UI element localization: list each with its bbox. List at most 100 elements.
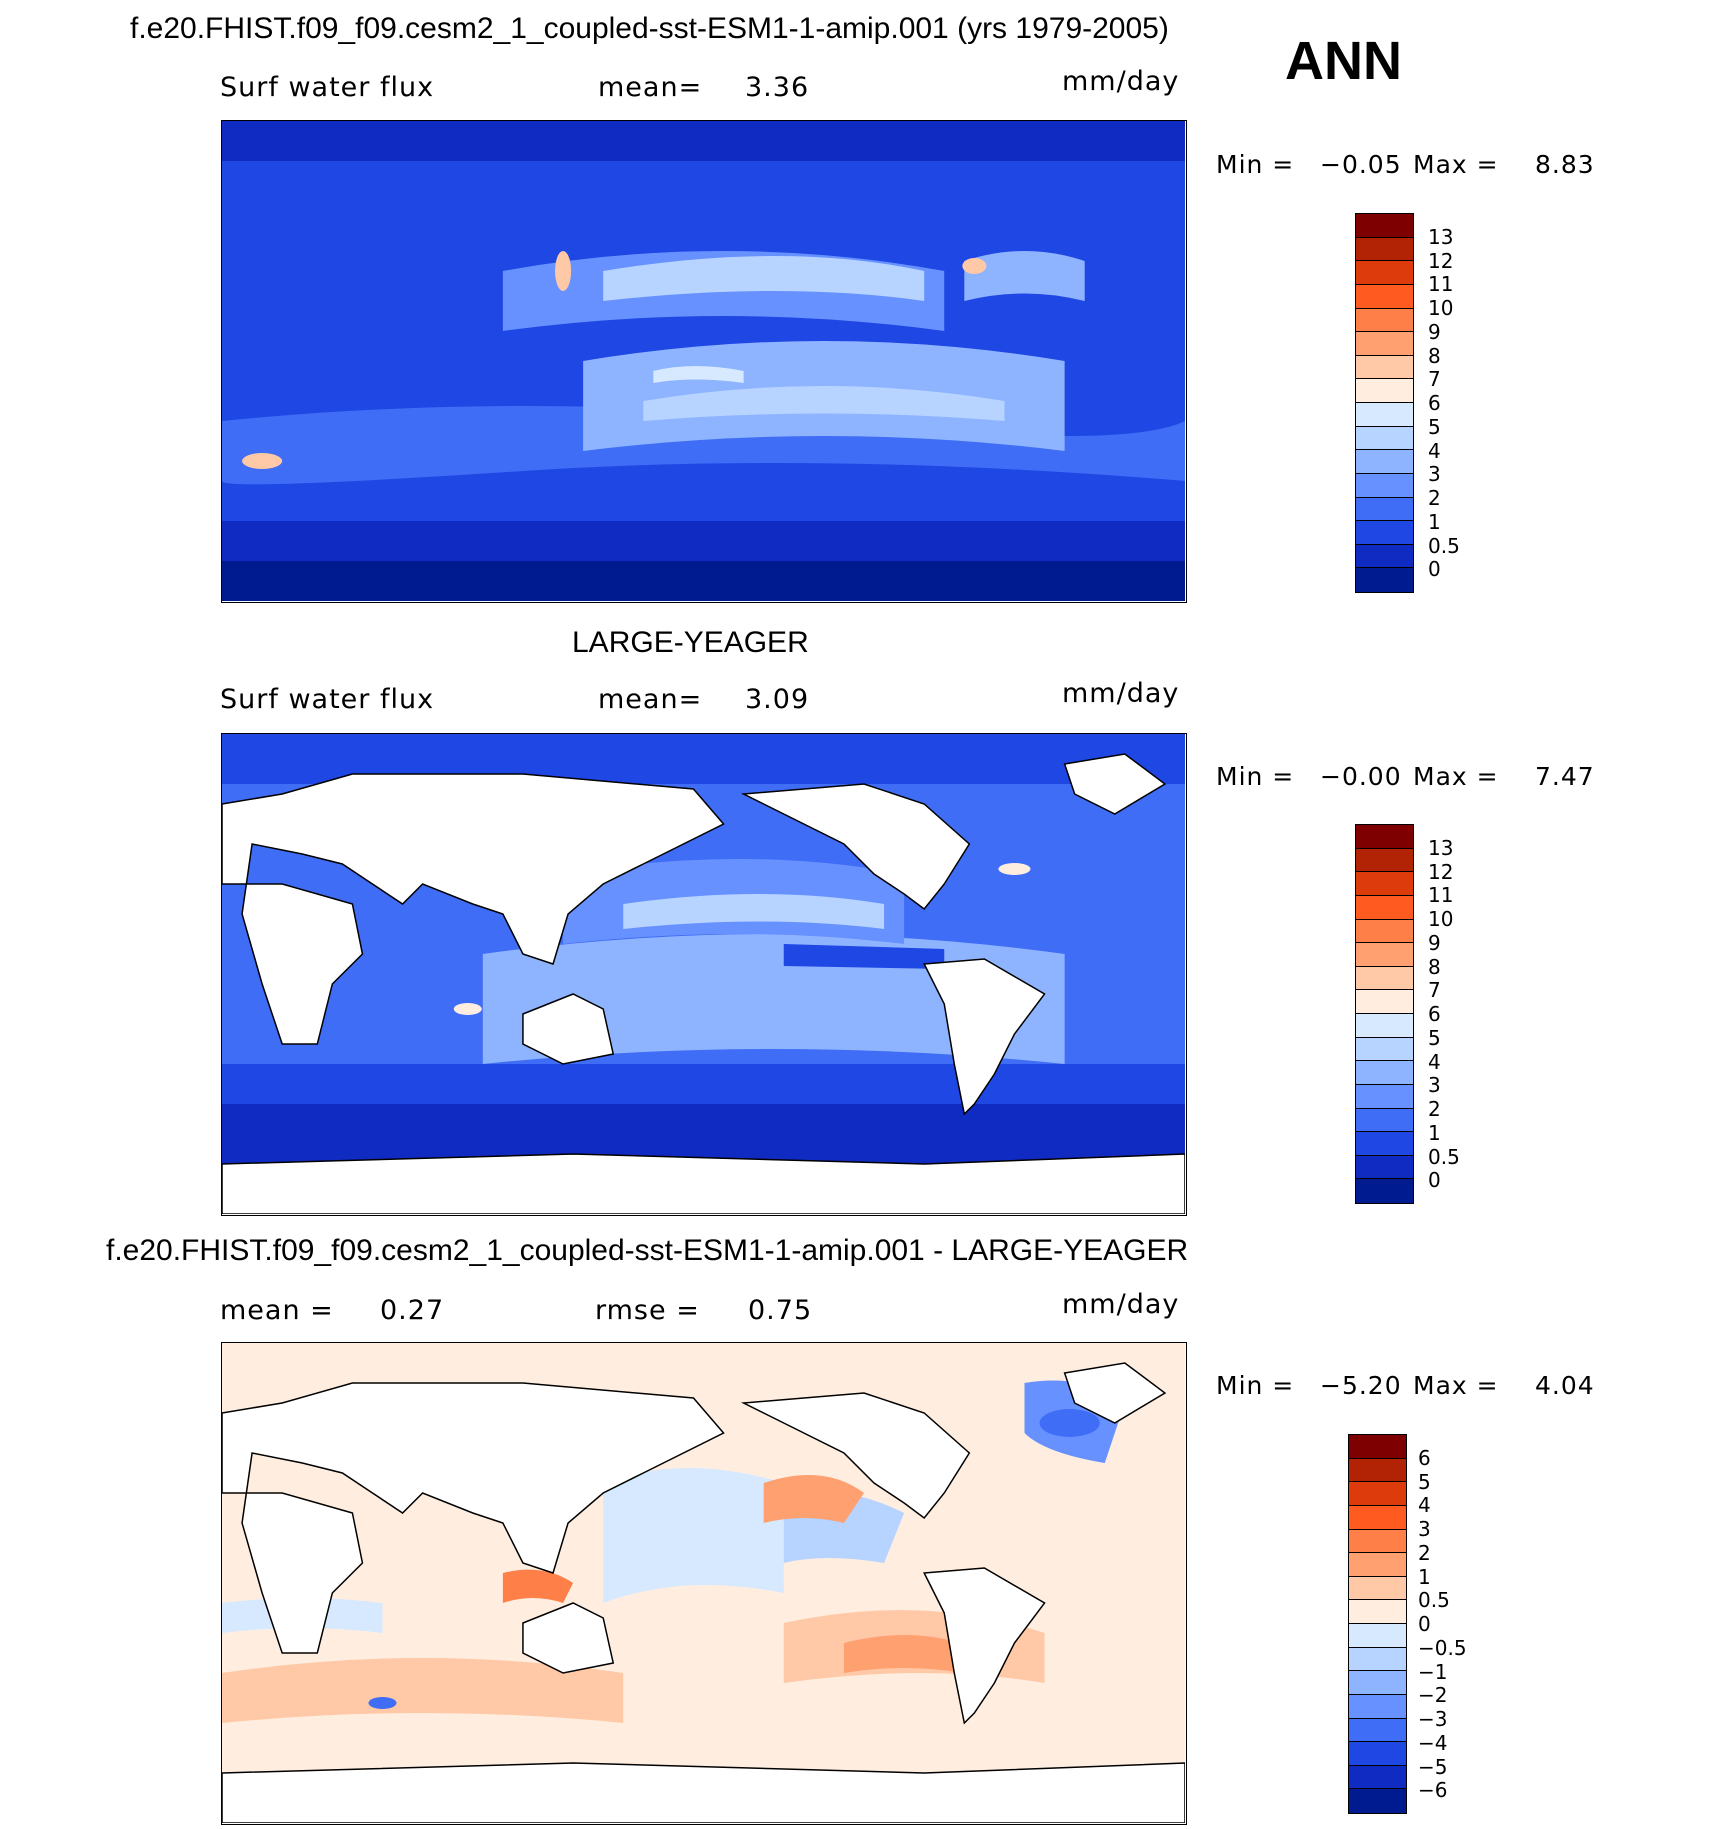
colorbar-tick-label: 2 (1428, 1097, 1441, 1121)
colorbar-tick-label: 11 (1428, 272, 1454, 297)
panel2-title: LARGE-YEAGER (572, 626, 809, 659)
colorbar-segment (1356, 403, 1413, 427)
colorbar-segment (1349, 1576, 1406, 1601)
colorbar-tick-label: 4 (1428, 438, 1441, 463)
colorbar-segment (1356, 426, 1413, 451)
panel1-max-value: 8.83 (1535, 150, 1595, 179)
colorbar-tick-label: −3 (1418, 1707, 1448, 1731)
colorbar-segment (1356, 521, 1413, 545)
panel3-title: f.e20.FHIST.f09_f09.cesm2_1_coupled-sst-… (106, 1234, 1189, 1267)
colorbar-segment (1349, 1742, 1406, 1766)
colorbar-tick-label: 8 (1428, 954, 1441, 979)
colorbar-tick-label: 13 (1428, 224, 1454, 249)
colorbar-tick-label: 5 (1418, 1469, 1431, 1494)
colorbar-tick-label: 12 (1428, 859, 1454, 884)
colorbar-segment (1356, 379, 1413, 403)
colorbar-segment (1349, 1435, 1406, 1459)
panel1-mean-label: mean= (598, 72, 703, 103)
panel3-units: mm/day (1062, 1289, 1180, 1320)
colorbar-segment (1349, 1505, 1406, 1530)
colorbar-tick-label: −6 (1418, 1778, 1448, 1803)
colorbar-tick-label: 3 (1428, 462, 1441, 487)
panel2-mean-label: mean= (598, 684, 703, 715)
panel2-max-label: Max = (1413, 762, 1499, 791)
colorbar-tick-label: 5 (1428, 1025, 1441, 1050)
colorbar-tick-label: 11 (1428, 883, 1454, 908)
panel2-map-field (222, 734, 1185, 1214)
colorbar-segment (1356, 1179, 1413, 1203)
panel2-colorbar-labels: 13 12 11 10 9 8 7 6 5 4 3 2 1 0.5 0 (1428, 824, 1488, 1204)
colorbar-tick-label: 12 (1428, 248, 1454, 273)
colorbar-segment (1356, 895, 1413, 920)
colorbar-tick-label: 2 (1428, 486, 1441, 510)
colorbar-segment (1356, 1037, 1413, 1062)
figure-title: f.e20.FHIST.f09_f09.cesm2_1_coupled-sst-… (130, 12, 1169, 45)
colorbar-tick-label: 8 (1428, 343, 1441, 368)
panel3-min-label: Min = (1216, 1371, 1295, 1400)
colorbar-tick-label: 1 (1428, 1120, 1441, 1145)
panel3-mean-value: 0.27 (380, 1295, 445, 1326)
colorbar-tick-label: 0.5 (1428, 533, 1460, 558)
panel3-max-label: Max = (1413, 1371, 1499, 1400)
colorbar-segment (1356, 308, 1413, 333)
colorbar-segment (1349, 1553, 1406, 1577)
colorbar-tick-label: 9 (1428, 319, 1441, 344)
colorbar-tick-label: −2 (1418, 1683, 1448, 1708)
colorbar-tick-label: −5 (1418, 1754, 1448, 1779)
panel2-min-value: −0.00 (1320, 762, 1402, 791)
colorbar-tick-label: 6 (1418, 1445, 1431, 1470)
colorbar-tick-label: 4 (1418, 1493, 1431, 1518)
colorbar-tick-label: 7 (1428, 367, 1441, 392)
colorbar-segment (1356, 943, 1413, 967)
colorbar-segment (1349, 1624, 1406, 1648)
colorbar-segment (1349, 1647, 1406, 1672)
colorbar-tick-label: −1 (1418, 1659, 1448, 1684)
panel3-map-field (222, 1343, 1185, 1823)
colorbar-tick-label: 0 (1418, 1612, 1431, 1636)
panel3-mean-label: mean = (220, 1295, 334, 1326)
colorbar-tick-label: 5 (1428, 414, 1441, 439)
panel1-map-field (222, 121, 1185, 601)
panel2-min-label: Min = (1216, 762, 1295, 791)
panel3-colorbar (1348, 1434, 1407, 1814)
colorbar-segment (1349, 1529, 1406, 1554)
colorbar-tick-label: 0 (1428, 1168, 1441, 1193)
colorbar-segment (1356, 261, 1413, 285)
colorbar-tick-label: 0.5 (1418, 1588, 1450, 1613)
panel1-units: mm/day (1062, 66, 1180, 97)
panel3-max-value: 4.04 (1535, 1371, 1595, 1400)
colorbar-tick-label: −0.5 (1418, 1635, 1467, 1660)
colorbar-tick-label: 13 (1428, 835, 1454, 860)
colorbar-segment (1349, 1482, 1406, 1506)
colorbar-tick-label: 0.5 (1428, 1144, 1460, 1169)
colorbar-segment (1356, 1155, 1413, 1180)
colorbar-segment (1349, 1765, 1406, 1790)
colorbar-segment (1349, 1671, 1406, 1695)
colorbar-tick-label: 2 (1418, 1540, 1431, 1565)
panel1-map (221, 120, 1187, 603)
colorbar-segment (1356, 473, 1413, 498)
colorbar-segment (1356, 237, 1413, 262)
colorbar-tick-label: 6 (1428, 391, 1441, 415)
colorbar-segment (1349, 1600, 1406, 1624)
panel3-colorbar-labels: 6 5 4 3 2 1 0.5 0 −0.5 −1 −2 −3 −4 −5 −6 (1418, 1434, 1488, 1814)
panel1-max-label: Max = (1413, 150, 1499, 179)
colorbar-segment (1349, 1694, 1406, 1719)
colorbar-segment (1356, 1084, 1413, 1109)
panel3-rmse-value: 0.75 (748, 1295, 813, 1326)
colorbar-segment (1349, 1718, 1406, 1743)
panel1-colorbar (1355, 213, 1414, 593)
colorbar-tick-label: 10 (1428, 296, 1454, 320)
panel1-min-value: −0.05 (1320, 150, 1402, 179)
panel1-mean-value: 3.36 (745, 72, 810, 103)
colorbar-tick-label: 3 (1418, 1517, 1431, 1541)
panel2-mean-value: 3.09 (745, 684, 810, 715)
colorbar-segment (1356, 1108, 1413, 1133)
panel2-colorbar (1355, 824, 1414, 1204)
colorbar-segment (1356, 332, 1413, 356)
colorbar-segment (1356, 872, 1413, 896)
colorbar-segment (1356, 214, 1413, 238)
panel1-min-label: Min = (1216, 150, 1295, 179)
colorbar-tick-label: 9 (1428, 930, 1441, 955)
panel2-units: mm/day (1062, 678, 1180, 709)
